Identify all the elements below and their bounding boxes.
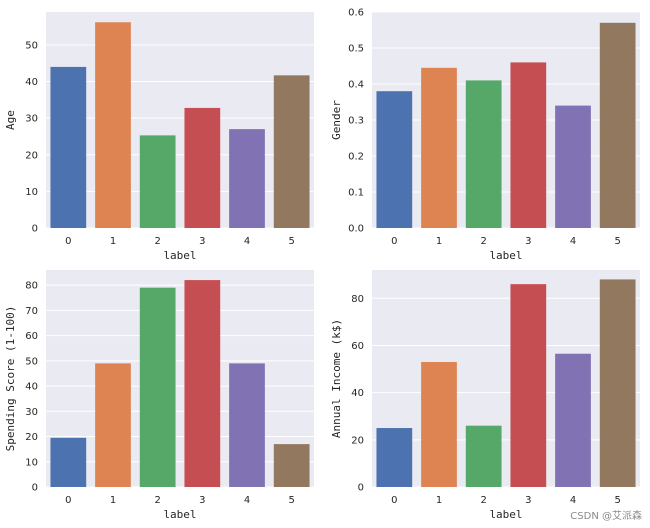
x-axis-label: label — [163, 508, 196, 521]
x-tick-label: 0 — [65, 236, 71, 247]
bar-1 — [95, 363, 131, 487]
bar-3 — [510, 62, 547, 229]
y-tick-label: 0.4 — [348, 80, 364, 91]
y-tick-label: 10 — [25, 457, 38, 468]
x-tick-label: 4 — [570, 495, 576, 506]
bar-5 — [599, 279, 636, 487]
y-tick-label: 0.0 — [348, 224, 364, 235]
bar-1 — [421, 361, 457, 487]
plot-area — [46, 270, 314, 487]
x-tick-label: 2 — [480, 236, 486, 247]
y-tick-label: 40 — [351, 388, 364, 399]
y-tick-label: 20 — [351, 435, 364, 446]
x-tick-label: 1 — [436, 236, 442, 247]
y-tick-label: 70 — [25, 306, 38, 317]
y-axis-label: Annual Income (k$) — [330, 319, 343, 438]
y-tick-label: 30 — [25, 407, 38, 418]
y-tick-label: 0.1 — [348, 188, 364, 199]
bar-2 — [139, 135, 176, 228]
x-tick-label: 4 — [244, 236, 250, 247]
bar-2 — [465, 425, 502, 487]
plot-area — [46, 12, 314, 228]
y-tick-label: 20 — [25, 432, 38, 443]
x-tick-label: 0 — [391, 495, 397, 506]
x-tick-label: 2 — [480, 495, 486, 506]
bar-2 — [465, 80, 502, 229]
y-tick-label: 10 — [25, 187, 38, 198]
bar-5 — [599, 22, 636, 228]
x-tick-label: 4 — [570, 236, 576, 247]
y-tick-label: 0.3 — [348, 116, 364, 127]
y-axis-label: Age — [4, 110, 17, 130]
bar-5 — [273, 444, 310, 487]
bar-1 — [95, 22, 131, 228]
y-tick-label: 50 — [25, 356, 38, 367]
x-tick-label: 1 — [110, 495, 116, 506]
bar-4 — [229, 363, 265, 487]
bar-0 — [376, 91, 413, 228]
y-tick-label: 0 — [32, 224, 38, 235]
x-axis-label: label — [489, 249, 522, 262]
y-tick-label: 60 — [351, 341, 364, 352]
bar-3 — [184, 107, 221, 228]
x-tick-label: 3 — [199, 236, 205, 247]
y-axis-label: Gender — [330, 100, 343, 140]
bar-4 — [555, 353, 591, 487]
subplot-4: 0 20 40 60 80 0 1 2 3 4 5 label Annual Income (k$) — [330, 270, 640, 521]
bar-5 — [273, 75, 310, 228]
y-tick-label: 0 — [32, 483, 38, 494]
x-tick-label: 5 — [288, 236, 294, 247]
y-tick-label: 0.6 — [348, 8, 364, 19]
y-tick-label: 60 — [25, 331, 38, 342]
bar-0 — [50, 66, 87, 228]
bar-2 — [139, 287, 176, 487]
y-tick-label: 80 — [25, 281, 38, 292]
y-tick-label: 40 — [25, 382, 38, 393]
x-tick-label: 0 — [391, 236, 397, 247]
bar-4 — [555, 105, 591, 228]
watermark: CSDN @艾派森 — [570, 511, 642, 522]
x-tick-label: 1 — [436, 495, 442, 506]
x-tick-label: 3 — [199, 495, 205, 506]
plot-area — [372, 270, 640, 487]
y-tick-label: 20 — [25, 150, 38, 161]
x-tick-label: 2 — [154, 495, 160, 506]
y-axis-label: Spending Score (1-100) — [4, 306, 17, 452]
bar-0 — [376, 428, 413, 487]
y-tick-label: 0 — [358, 483, 364, 494]
x-axis-label: label — [489, 508, 522, 521]
y-tick-label: 0.5 — [348, 44, 364, 55]
x-tick-label: 0 — [65, 495, 71, 506]
x-tick-label: 1 — [110, 236, 116, 247]
x-tick-label: 3 — [525, 236, 531, 247]
bar-3 — [510, 284, 547, 487]
y-tick-label: 30 — [25, 114, 38, 125]
bar-3 — [184, 280, 221, 487]
x-tick-label: 3 — [525, 495, 531, 506]
x-axis-label: label — [163, 249, 196, 262]
x-tick-label: 2 — [154, 236, 160, 247]
subplot-2: 0.0 0.1 0.2 0.3 0.4 0.5 0.6 0 1 2 3 4 5 label Gender — [330, 8, 640, 262]
y-tick-label: 0.2 — [348, 152, 364, 163]
x-tick-label: 4 — [244, 495, 250, 506]
y-tick-label: 40 — [25, 77, 38, 88]
x-tick-label: 5 — [614, 495, 620, 506]
subplot-1: 0 10 20 30 40 50 0 1 2 3 4 5 label Age — [4, 12, 314, 262]
x-tick-label: 5 — [288, 495, 294, 506]
bar-4 — [229, 129, 265, 228]
y-tick-label: 80 — [351, 294, 364, 305]
bar-0 — [50, 437, 87, 487]
y-tick-label: 50 — [25, 40, 38, 51]
subplot-3: 0 10 20 30 40 50 60 70 80 0 1 2 3 4 5 label Spending Sco… — [4, 270, 314, 521]
bar-1 — [421, 67, 457, 228]
x-tick-label: 5 — [614, 236, 620, 247]
